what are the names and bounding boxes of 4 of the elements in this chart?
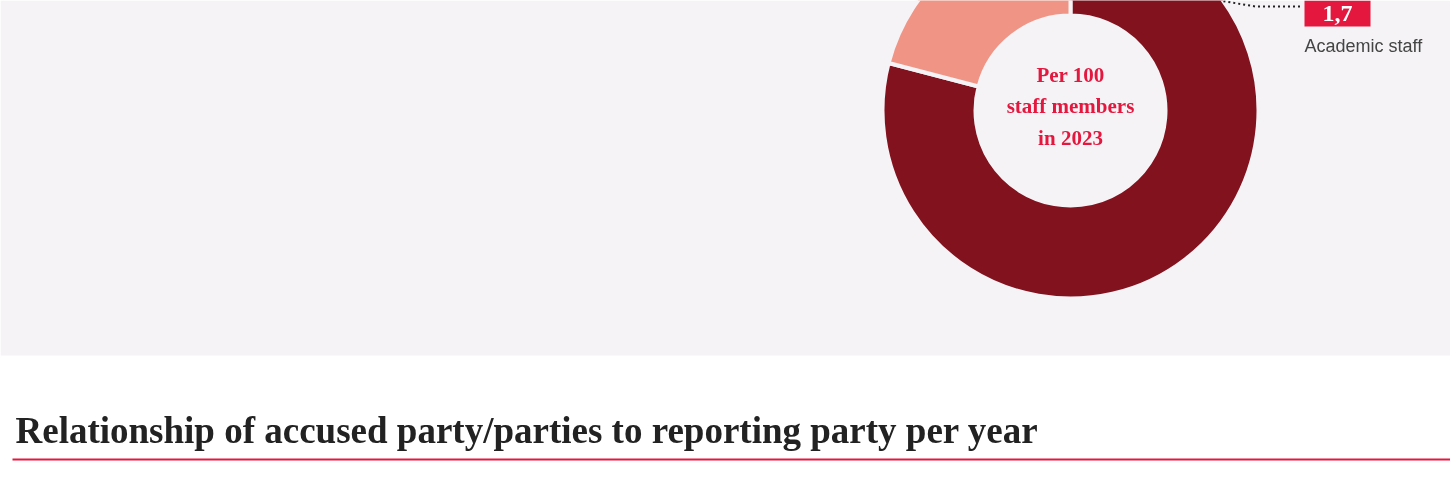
data-label: 1,7 bbox=[1322, 0, 1353, 26]
text: Relationship of accused party/parties to reporting party per year bbox=[15, 410, 1038, 451]
slice-label: Academic staff bbox=[1304, 35, 1424, 56]
text: Per 100 staff members in 2023 bbox=[1006, 63, 1135, 150]
